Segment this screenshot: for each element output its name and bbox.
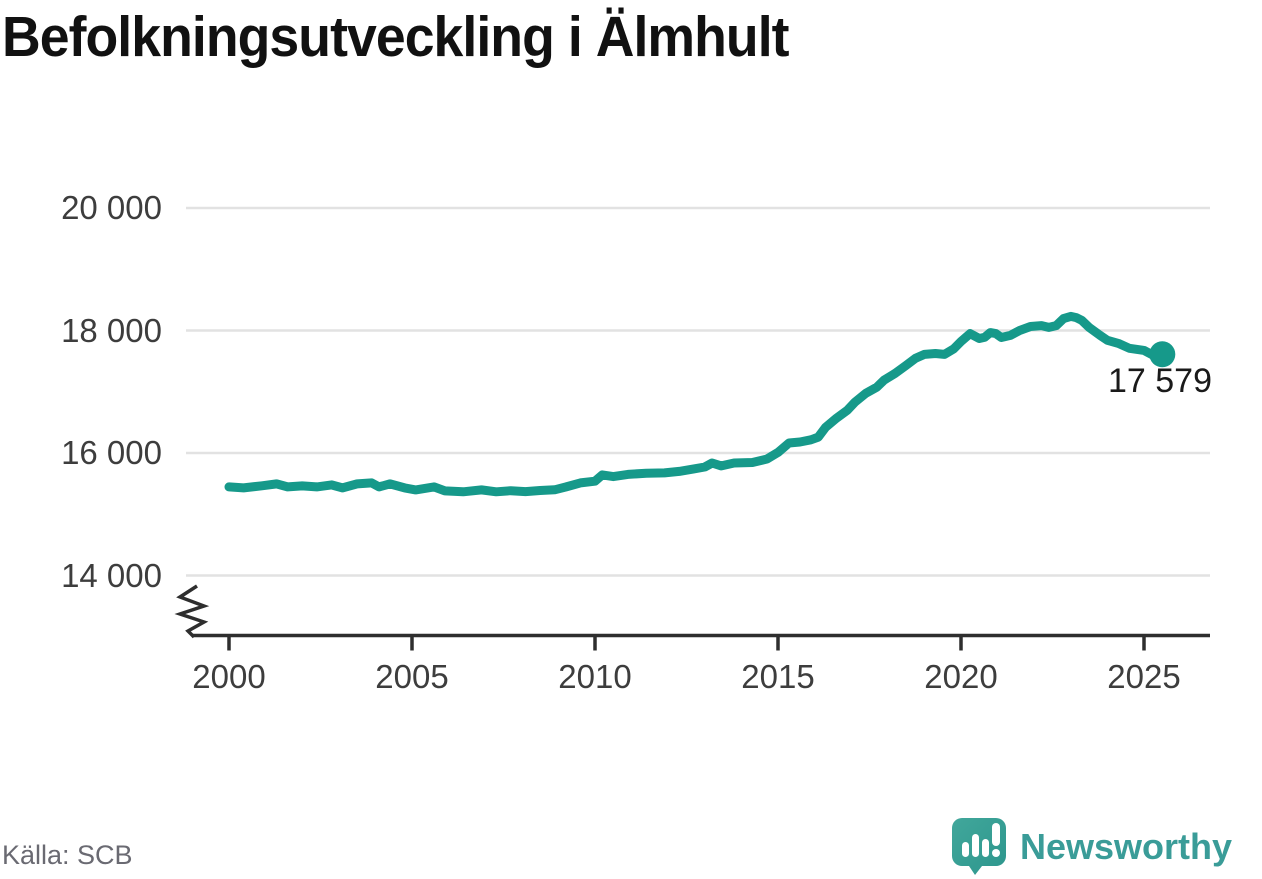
exclamation-dot (992, 849, 1000, 857)
x-axis-label: 2025 (1107, 658, 1181, 695)
x-axis-label: 2000 (192, 658, 266, 695)
end-point-dot (1149, 341, 1176, 368)
end-value-label: 17 579 (1108, 362, 1212, 400)
y-axis-label: 18 000 (61, 311, 162, 349)
y-axis-label: 16 000 (61, 434, 162, 471)
x-axis-label: 2005 (375, 658, 449, 695)
x-axis-label: 2015 (741, 658, 815, 695)
exclamation-bar (992, 823, 1000, 846)
x-axis-label: 2020 (924, 658, 998, 695)
source-caption: Källa: SCB (2, 840, 133, 870)
y-axis-label: 14 000 (61, 556, 162, 594)
bar-tall (972, 834, 979, 857)
bar-mid (982, 839, 989, 857)
bar-short (962, 842, 969, 857)
chart-title-text: Befolkningsutveckling i Älmhult (2, 5, 789, 69)
speech-bubble-bar-chart-icon (952, 818, 1006, 875)
chart-title: Befolkningsutveckling i Älmhult (2, 4, 839, 70)
axis-break-zigzag (174, 584, 210, 639)
x-axis-label: 2010 (558, 658, 632, 695)
newsworthy-wordmark: Newsworthy (1020, 826, 1233, 867)
population-line (224, 311, 1167, 497)
newsworthy-logo: Newsworthy (948, 814, 1262, 878)
y-axis-label: 20 000 (61, 189, 162, 226)
